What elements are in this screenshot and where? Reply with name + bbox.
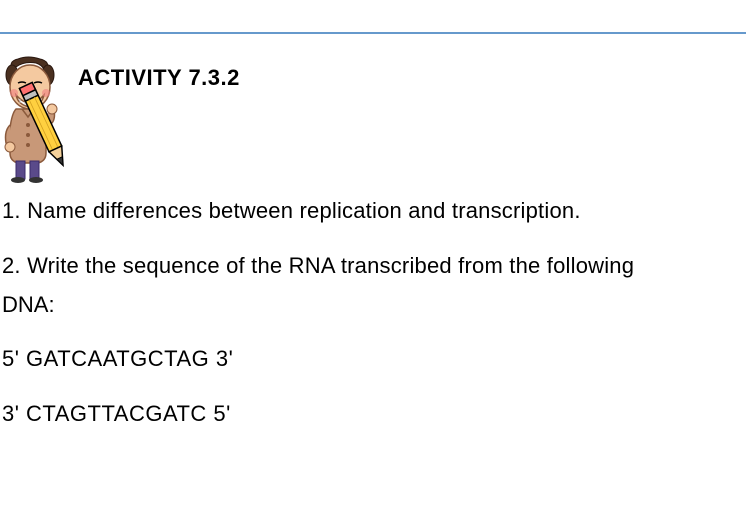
top-divider [0, 32, 746, 34]
question-1-text: Name differences between replication and… [27, 198, 581, 223]
activity-icon [0, 53, 64, 183]
dna-sequence-1: 5' GATCAATGCTAG 3' [2, 344, 736, 375]
question-1-number: 1. [2, 198, 21, 223]
dna-sequence-2: 3' CTAGTTACGATC 5' [2, 399, 736, 430]
question-2: 2. Write the sequence of the RNA transcr… [2, 251, 736, 282]
question-2-continuation: DNA: [2, 290, 736, 321]
header-row: ACTIVITY 7.3.2 [0, 53, 240, 183]
question-2-text: Write the sequence of the RNA transcribe… [27, 253, 634, 278]
question-2-number: 2. [2, 253, 21, 278]
activity-title: ACTIVITY 7.3.2 [78, 65, 240, 91]
question-1: 1. Name differences between replication … [2, 196, 736, 227]
content-area: 1. Name differences between replication … [2, 196, 736, 454]
